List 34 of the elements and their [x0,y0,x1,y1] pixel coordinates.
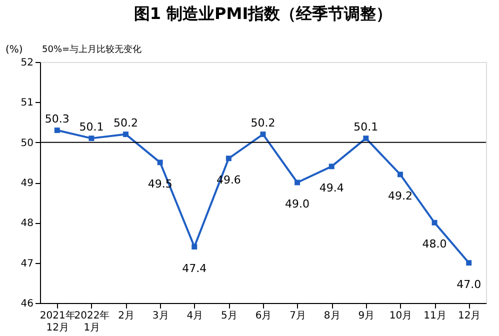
data-label: 49.4 [319,181,344,194]
x-tick-label: 2021年 12月 [40,310,76,334]
x-tick-label: 4月 [186,310,204,322]
y-tick-label: 49 [20,178,34,189]
y-tick-label: 48 [20,218,34,230]
y-tick-label: 50 [20,138,34,149]
x-tick-label: 10月 [389,310,412,322]
data-label: 47.0 [456,278,482,291]
x-tick-label: 3月 [152,310,169,322]
data-label: 50.1 [79,120,104,134]
data-label: 50.3 [44,112,70,126]
data-label: 50.2 [250,116,276,130]
x-tick-label: 2月 [118,310,134,322]
x-tick-label: 9月 [358,310,375,322]
data-label: 49.2 [388,189,412,202]
y-tick-label: 51 [20,98,34,109]
data-label: 48.0 [422,238,447,251]
x-tick-label: 2022年 1月 [74,310,110,334]
x-tick-label: 7月 [290,310,306,322]
x-tick-label: 12月 [458,310,481,322]
x-tick-label: 8月 [324,310,340,322]
y-tick-label: 47 [20,258,34,270]
y-tick-label: 46 [20,298,34,310]
x-tick-label: 6月 [255,310,272,322]
data-label: 47.4 [182,262,207,275]
chart-title: 图1 制造业PMI指数（经季节调整） [134,4,392,23]
text: 50%=与上月比较无变化 [42,44,142,55]
y-tick-label: 52 [20,58,34,68]
data-label: 49.0 [285,198,310,210]
x-tick-label: 11月 [424,310,446,322]
x-tick-label: 5月 [221,310,238,322]
data-label: 50.1 [354,120,378,134]
data-label: 50.2 [114,116,138,130]
y-axis-title: (%) [6,44,23,56]
